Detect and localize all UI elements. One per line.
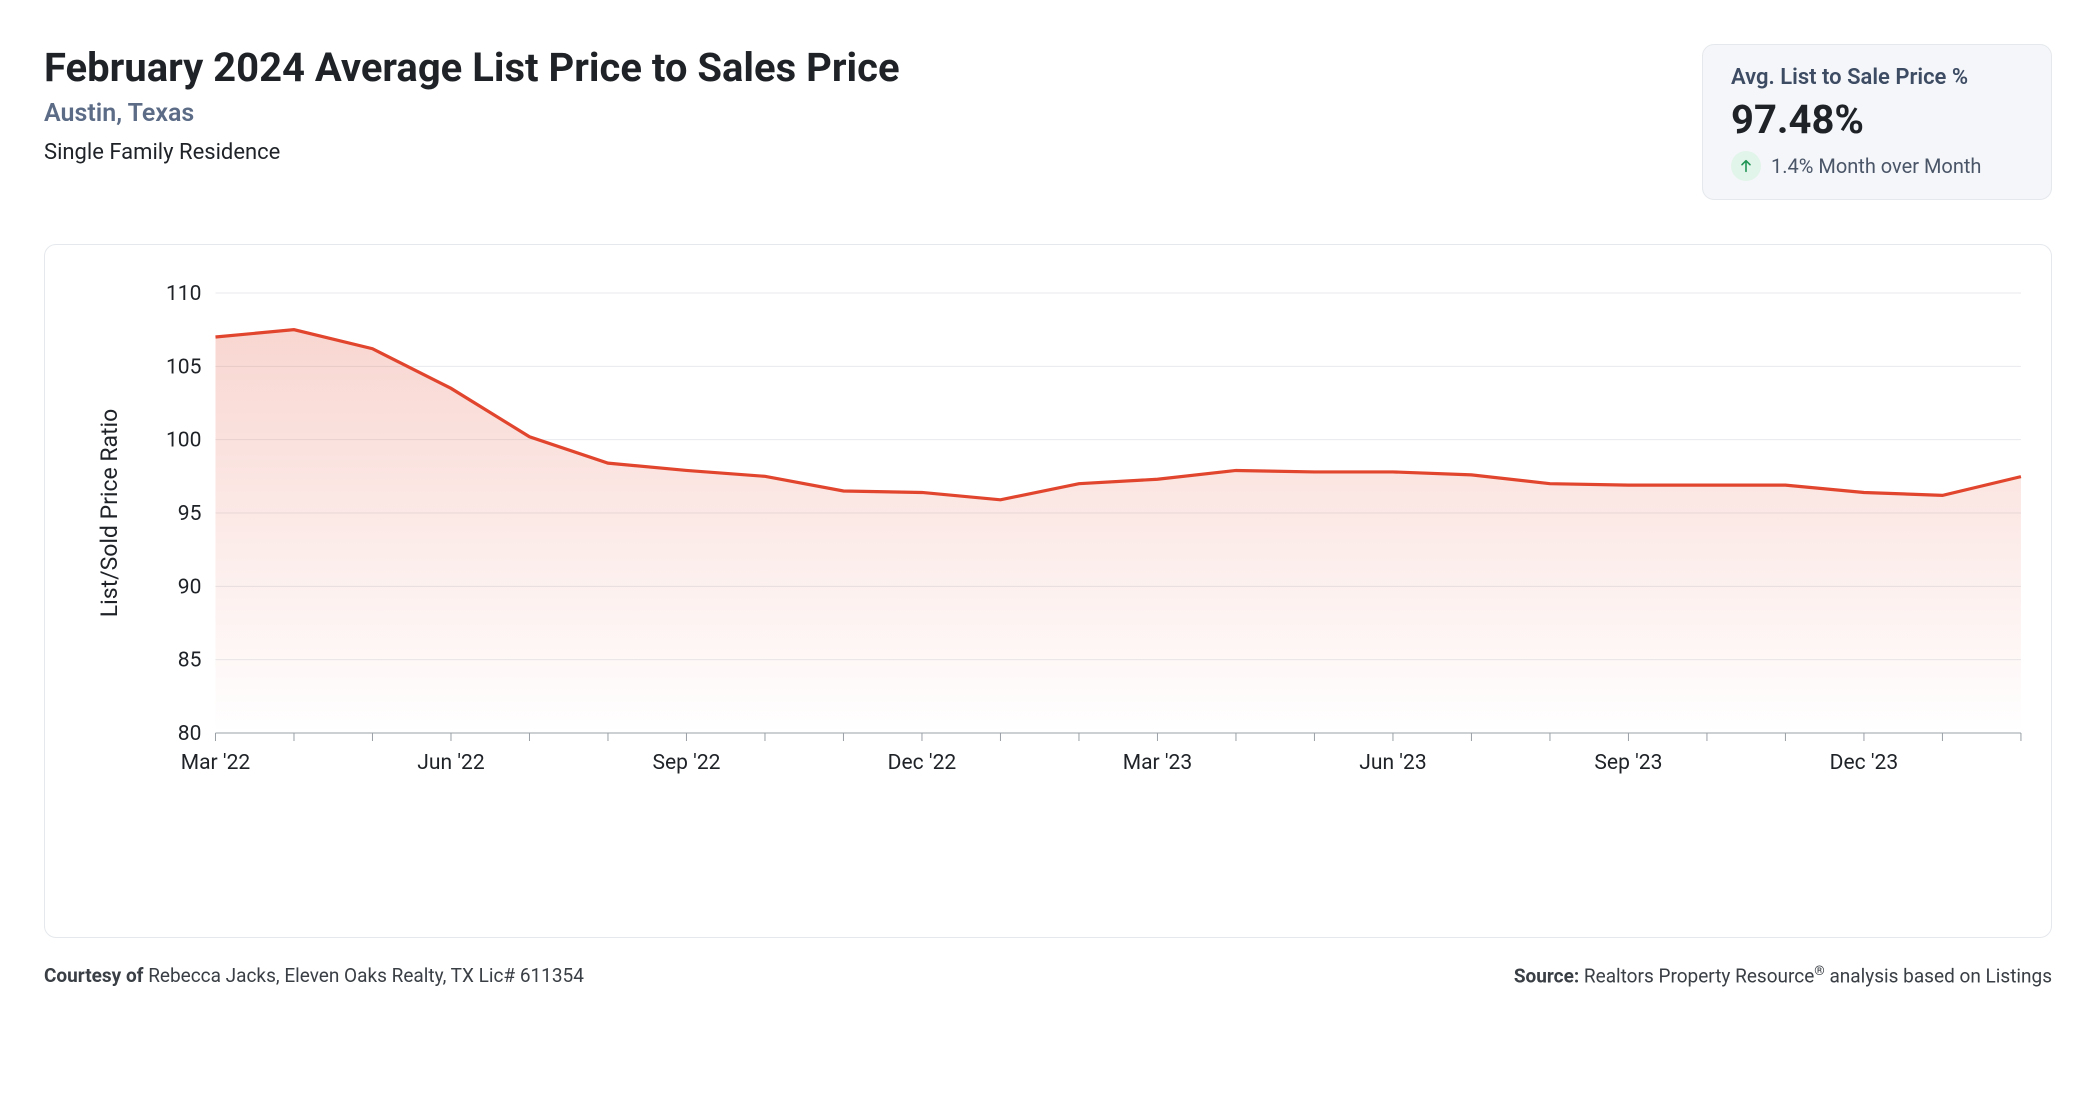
y-tick-label: 90 [178, 574, 202, 599]
page-title: February 2024 Average List Price to Sale… [44, 44, 900, 91]
x-tick-label: Sep '22 [652, 750, 720, 775]
source-label: Source: [1514, 964, 1579, 987]
y-tick-label: 105 [166, 354, 201, 379]
x-tick-label: Sep '23 [1594, 750, 1662, 775]
courtesy-text: Rebecca Jacks, Eleven Oaks Realty, TX Li… [148, 964, 584, 987]
source-text-post: analysis based on Listings [1825, 964, 2052, 987]
source-line: Source: Realtors Property Resource® anal… [1514, 964, 2052, 987]
arrow-up-icon [1731, 151, 1761, 181]
y-tick-label: 85 [178, 648, 202, 673]
y-tick-label: 100 [166, 428, 201, 453]
y-tick-label: 95 [178, 501, 202, 526]
x-tick-label: Dec '23 [1830, 750, 1899, 775]
source-text-pre: Realtors Property Resource [1584, 964, 1814, 987]
y-tick-label: 110 [166, 281, 201, 306]
area-fill [215, 330, 2020, 733]
x-tick-label: Mar '22 [181, 750, 251, 775]
stat-value: 97.48% [1731, 96, 2023, 143]
x-tick-label: Jun '22 [417, 750, 485, 775]
summary-stat-card: Avg. List to Sale Price % 97.48% 1.4% Mo… [1702, 44, 2052, 200]
stat-delta: 1.4% Month over Month [1731, 151, 2023, 181]
courtesy-label: Courtesy of [44, 964, 143, 987]
y-axis-title: List/Sold Price Ratio [96, 409, 123, 617]
registered-mark: ® [1814, 964, 1824, 979]
stat-label: Avg. List to Sale Price % [1731, 65, 2023, 90]
stat-delta-text: 1.4% Month over Month [1771, 154, 1981, 178]
x-tick-label: Mar '23 [1123, 750, 1193, 775]
price-ratio-chart: 80 85 90 95 100 105 110 List/Sold Price Ratio Ma… [55, 273, 2041, 853]
chart-panel: 80 85 90 95 100 105 110 List/Sold Price Ratio Ma… [44, 244, 2052, 938]
location-subtitle: Austin, Texas [44, 99, 900, 128]
courtesy-line: Courtesy of Rebecca Jacks, Eleven Oaks R… [44, 964, 584, 987]
x-tick-label: Dec '22 [888, 750, 957, 775]
property-type-label: Single Family Residence [44, 140, 900, 165]
y-tick-label: 80 [178, 721, 202, 746]
x-tick-label: Jun '23 [1359, 750, 1426, 775]
